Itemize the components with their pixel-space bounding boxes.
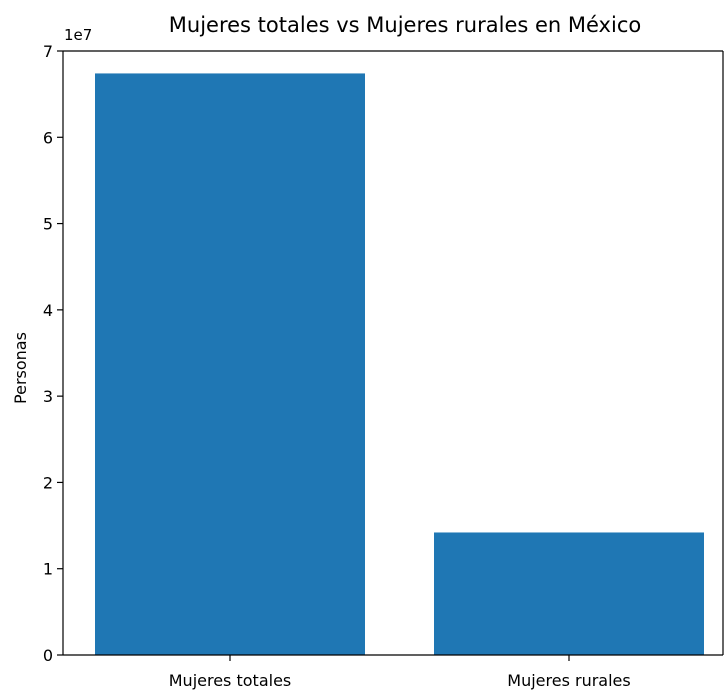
x-tick-label: Mujeres rurales <box>507 671 630 690</box>
bar-2 <box>434 532 704 655</box>
x-tick-label: Mujeres totales <box>169 671 292 690</box>
y-axis-label: Personas <box>11 332 30 404</box>
y-tick-label: 0 <box>43 646 53 665</box>
y-tick-label: 4 <box>43 301 53 320</box>
y-tick-label: 6 <box>43 128 53 147</box>
y-tick-label: 1 <box>43 560 53 579</box>
chart-title: Mujeres totales vs Mujeres rurales en Mé… <box>169 13 641 37</box>
y-tick-label: 3 <box>43 387 53 406</box>
y-axis-offset-label: 1e7 <box>64 26 92 44</box>
bar-1 <box>95 73 365 656</box>
bars-group <box>95 73 704 656</box>
x-axis-ticks: Mujeres totales Mujeres rurales <box>169 655 631 690</box>
y-tick-label: 5 <box>43 215 53 234</box>
axes-frame <box>62 50 724 656</box>
y-tick-label: 2 <box>43 473 53 492</box>
y-axis-ticks: 0 1 2 3 4 5 6 7 <box>43 42 63 665</box>
y-tick-label: 7 <box>43 42 53 61</box>
